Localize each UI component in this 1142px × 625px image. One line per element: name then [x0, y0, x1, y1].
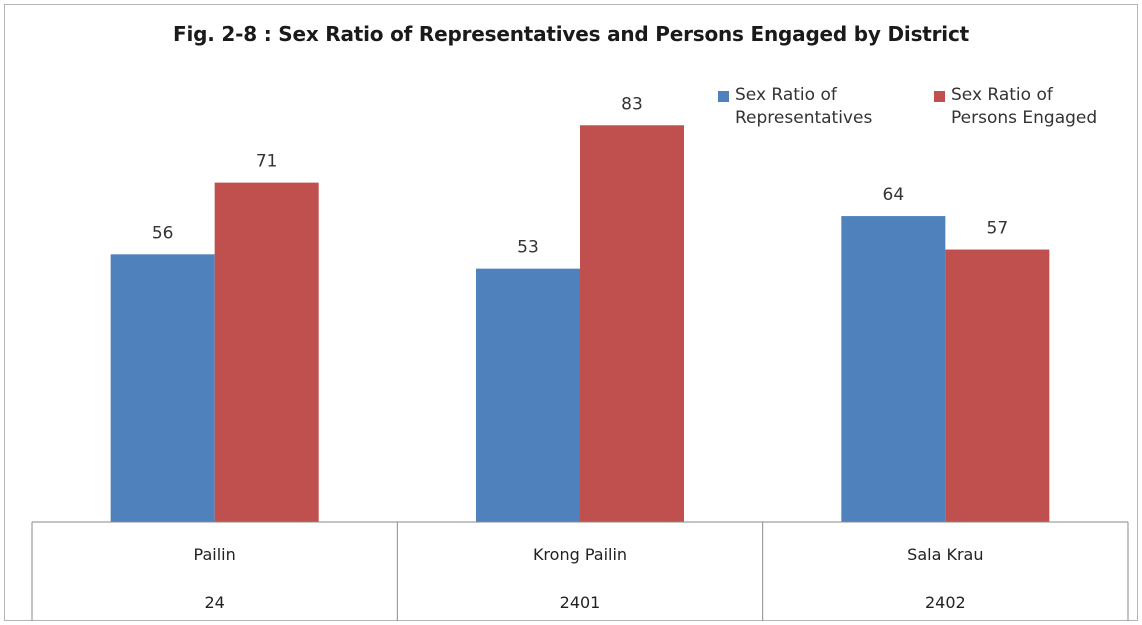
bar — [476, 268, 580, 522]
data-label: 53 — [517, 238, 539, 258]
bar — [945, 249, 1050, 523]
data-label: 83 — [621, 94, 643, 114]
bar — [841, 216, 946, 522]
category-label: Sala Krau — [907, 545, 983, 564]
legend-label-representatives: Sex Ratio of Representatives — [735, 84, 872, 130]
legend-swatch-persons-engaged — [934, 91, 945, 102]
legend-swatch-representatives — [718, 91, 729, 102]
bar — [110, 254, 215, 522]
chart-title: Fig. 2-8 : Sex Ratio of Representatives … — [173, 22, 969, 46]
category-label: Pailin — [194, 545, 236, 564]
legend-item-persons-engaged: Sex Ratio of Persons Engaged — [934, 84, 1097, 130]
legend-label-line-1: Sex Ratio of — [735, 85, 837, 105]
data-label: 64 — [883, 185, 905, 205]
legend-label-persons-engaged: Sex Ratio of Persons Engaged — [951, 84, 1097, 130]
category-code-label: 2402 — [925, 593, 966, 612]
data-label: 57 — [987, 219, 1009, 239]
data-label: 71 — [256, 152, 278, 172]
bar — [214, 182, 319, 522]
category-code-label: 24 — [204, 593, 224, 612]
category-code-label: 2401 — [560, 593, 601, 612]
legend-label-line-2: Persons Engaged — [951, 108, 1098, 128]
data-label: 56 — [152, 223, 174, 243]
legend-item-representatives: Sex Ratio of Representatives — [718, 84, 872, 130]
bar — [580, 125, 684, 522]
category-label: Krong Pailin — [533, 545, 627, 564]
legend-label-line-1: Sex Ratio of — [951, 85, 1053, 105]
legend-label-line-2: Representatives — [735, 108, 873, 128]
